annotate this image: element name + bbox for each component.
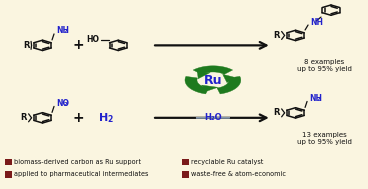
Text: applied to pharmaceutical intermediates: applied to pharmaceutical intermediates	[14, 171, 148, 177]
Text: biomass-derived carbon as Ru support: biomass-derived carbon as Ru support	[14, 159, 141, 164]
Text: up to 95% yield: up to 95% yield	[297, 66, 352, 72]
Text: +: +	[72, 38, 84, 52]
Text: HO: HO	[86, 35, 99, 44]
Bar	[5, 159, 12, 166]
Polygon shape	[217, 76, 241, 94]
Text: +: +	[72, 111, 84, 125]
Text: waste-free & atom-economic: waste-free & atom-economic	[191, 171, 286, 177]
Text: 8 examples: 8 examples	[304, 59, 344, 65]
Text: R: R	[273, 31, 280, 40]
Polygon shape	[223, 74, 234, 83]
Polygon shape	[185, 76, 209, 94]
Text: R: R	[23, 41, 29, 50]
Bar	[5, 171, 12, 178]
Text: H₂O: H₂O	[204, 113, 222, 122]
Text: 2: 2	[64, 102, 68, 107]
Text: NH: NH	[56, 26, 69, 36]
Text: R: R	[20, 113, 27, 122]
Text: H: H	[99, 113, 108, 123]
Text: NH: NH	[310, 18, 323, 26]
Text: NH: NH	[309, 94, 322, 103]
Text: up to 95% yield: up to 95% yield	[297, 139, 352, 145]
Polygon shape	[202, 85, 218, 91]
Text: recyclable Ru catalyst: recyclable Ru catalyst	[191, 159, 263, 164]
Text: R: R	[273, 108, 280, 117]
Text: 2: 2	[64, 29, 68, 34]
Polygon shape	[193, 66, 233, 74]
Bar	[182, 159, 189, 166]
Text: NO: NO	[56, 99, 69, 108]
Bar	[182, 171, 189, 178]
Text: Ru: Ru	[204, 74, 222, 87]
Text: 2: 2	[317, 97, 321, 102]
Text: 2: 2	[108, 115, 113, 124]
Text: 13 examples: 13 examples	[302, 132, 347, 138]
Polygon shape	[197, 72, 210, 79]
